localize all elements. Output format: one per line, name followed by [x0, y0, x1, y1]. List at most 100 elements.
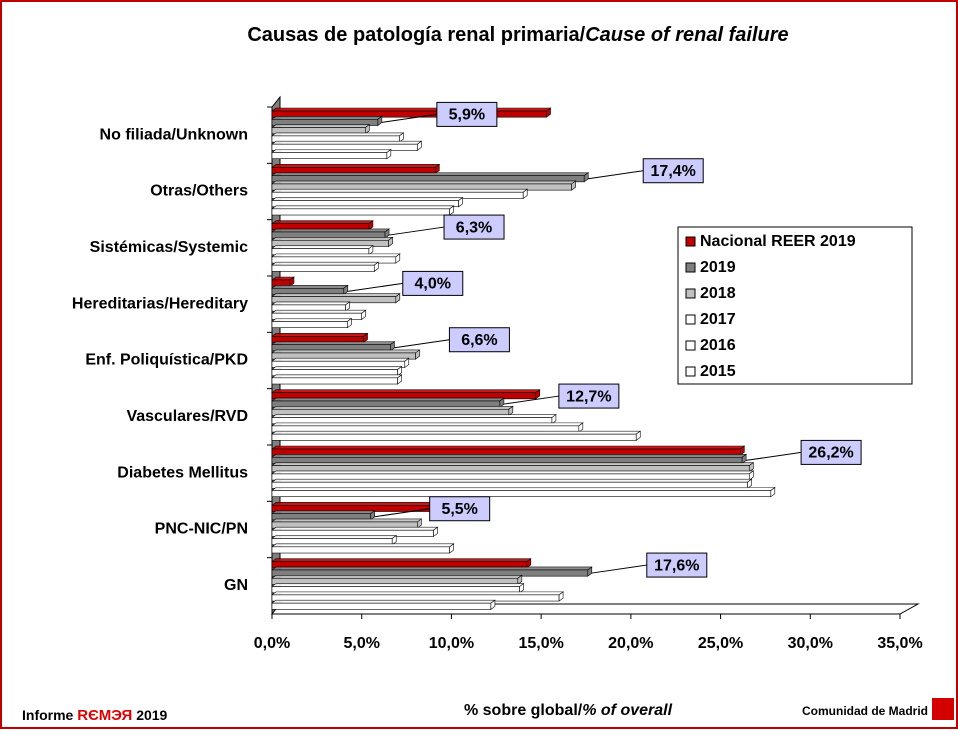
bar-top — [271, 389, 541, 393]
bar-end — [395, 293, 401, 304]
bar — [271, 208, 450, 216]
bar-end — [370, 510, 375, 521]
bar-top — [271, 366, 403, 370]
x-tick-label: 35,0% — [877, 635, 922, 652]
bar-top — [271, 487, 776, 491]
bar-end — [417, 140, 422, 151]
label-box — [800, 439, 862, 465]
bar-end — [546, 107, 551, 118]
footer-year: 2019 — [136, 707, 167, 723]
bar-end — [741, 453, 747, 465]
label-box — [646, 552, 708, 578]
label-box — [443, 214, 505, 240]
bar-top — [271, 357, 410, 362]
bar-end — [522, 188, 528, 200]
bar-end — [449, 205, 454, 216]
bar — [271, 264, 375, 272]
bar-end — [368, 220, 374, 231]
bar-end — [397, 365, 402, 377]
bar-top — [271, 453, 748, 458]
data-label: 6,6% — [461, 332, 497, 349]
label-leader — [388, 226, 445, 236]
label-leader — [347, 282, 403, 292]
x-tick-label: 0,0% — [254, 635, 290, 652]
bar-top — [271, 318, 353, 322]
bar — [271, 152, 388, 159]
bar-end — [748, 470, 754, 481]
bar-end — [415, 349, 420, 360]
bar-end — [384, 228, 390, 239]
label-leader — [591, 564, 647, 574]
legend-label: 2019 — [700, 259, 736, 276]
bar-end — [399, 132, 404, 143]
bar-end — [740, 445, 745, 456]
legend-swatch — [685, 262, 696, 273]
bar-top — [271, 197, 464, 201]
footer-report: Informe RЄMЭЯ 2019 — [22, 707, 168, 724]
x-tick-label: 25,0% — [698, 635, 743, 652]
bar-top — [271, 574, 523, 579]
legend-swatch — [685, 366, 696, 377]
bar-top — [271, 558, 532, 562]
bar-top — [271, 462, 755, 466]
bar-end — [377, 115, 383, 127]
bar-top — [271, 253, 401, 258]
bar-end — [433, 526, 438, 538]
bar-top — [271, 349, 421, 354]
title-main: Causas de patología renal primaria/ — [247, 24, 585, 46]
bar-top — [271, 566, 593, 571]
bar-end — [434, 163, 440, 175]
bar-end — [770, 486, 776, 498]
label-leader — [394, 339, 450, 349]
bar-end — [458, 196, 463, 208]
x-label-main: % sobre global/ — [464, 702, 583, 719]
bar-top — [271, 405, 514, 410]
y-tick-label: Otras/Others — [150, 183, 248, 200]
logo — [932, 698, 954, 720]
data-label: 12,7% — [566, 388, 611, 405]
footer-organization: Comunidad de Madrid — [802, 704, 928, 718]
label-box — [402, 270, 464, 296]
bar-top — [271, 245, 374, 249]
bar-top — [271, 149, 392, 153]
x-tick-label: 15,0% — [518, 635, 563, 652]
bar-end — [386, 148, 392, 160]
bar-end — [635, 430, 641, 441]
y-tick-label: Hereditarias/Hereditary — [72, 295, 248, 312]
bar-end — [526, 558, 532, 569]
bar — [271, 602, 492, 610]
bar-end — [558, 591, 564, 602]
x-tick-label: 5,0% — [343, 635, 379, 652]
bar-top — [271, 333, 369, 337]
bar-top — [271, 374, 403, 379]
x-tick-label: 10,0% — [429, 635, 474, 652]
bar-end — [395, 253, 401, 264]
bar-top — [271, 228, 390, 233]
bar-end — [517, 574, 523, 586]
data-label: 5,5% — [441, 501, 477, 518]
bar-end — [587, 566, 593, 577]
bar-end — [508, 405, 514, 417]
chart-title: Causas de patología renal primaria/Cause… — [247, 24, 788, 46]
bar-top — [271, 140, 423, 145]
bar-end — [535, 389, 541, 400]
x-tick-label: 20,0% — [608, 635, 653, 652]
bar-top — [271, 502, 444, 506]
bar — [271, 546, 450, 554]
legend-label: 2015 — [700, 363, 736, 380]
label-leader — [381, 113, 437, 123]
legend-label: 2017 — [700, 311, 736, 328]
legend-swatch — [685, 288, 696, 299]
bar-top — [271, 220, 374, 224]
bar-top — [271, 172, 590, 176]
bar-end — [347, 317, 352, 329]
title-italic: Cause of renal failure — [585, 24, 788, 46]
bar-top — [271, 301, 351, 306]
bar-end — [571, 180, 576, 191]
label-box — [429, 496, 491, 522]
bar-top — [271, 205, 455, 210]
bar-top — [271, 591, 564, 596]
bar-top — [271, 261, 380, 266]
label-leader — [746, 451, 802, 461]
